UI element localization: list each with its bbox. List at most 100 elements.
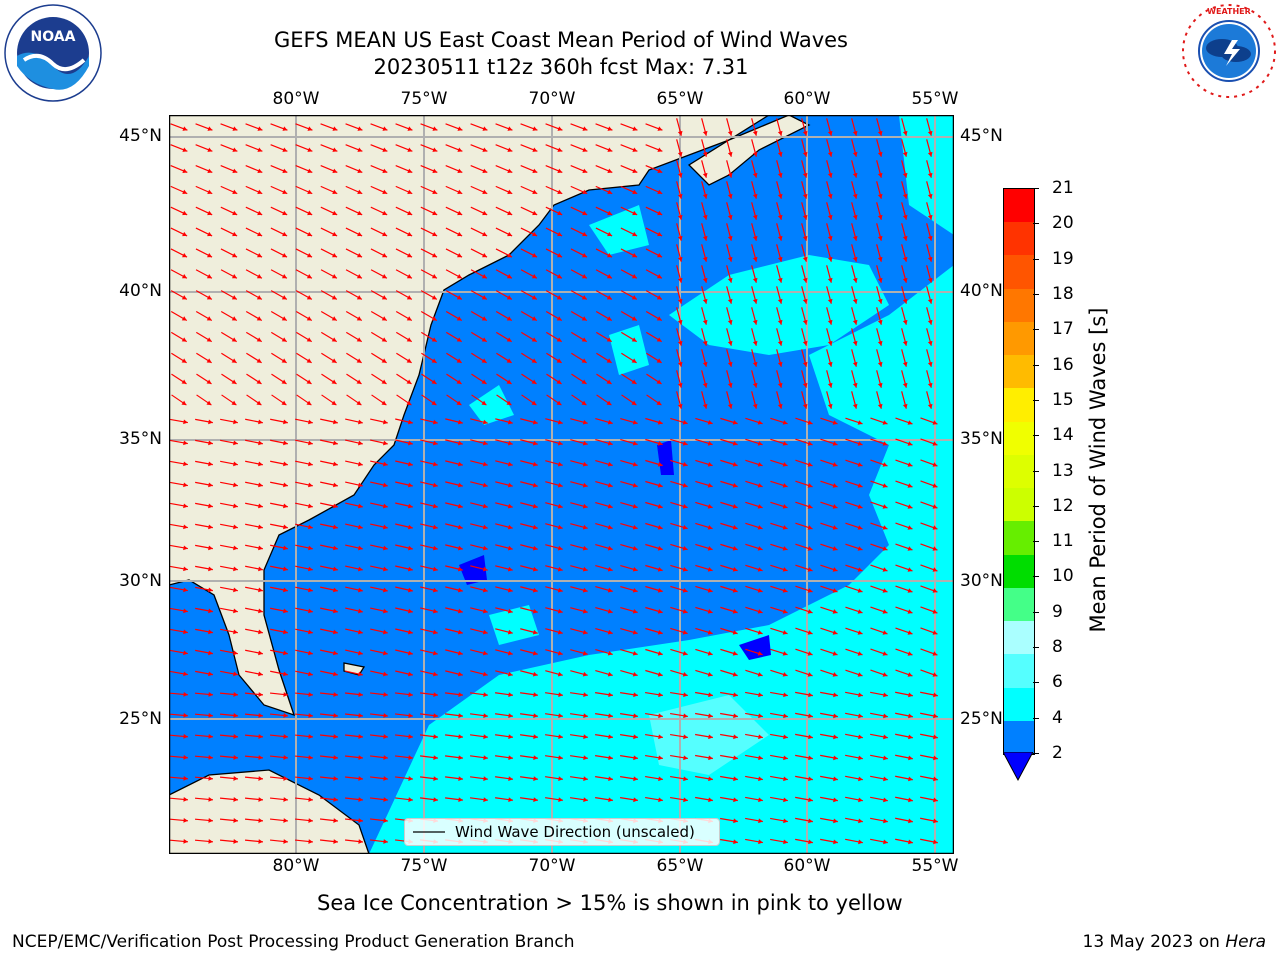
lon-label-top-70w: 70°W xyxy=(528,89,576,109)
wind-wave-arrowhead xyxy=(702,277,708,283)
wind-wave-arrowhead xyxy=(852,403,858,409)
wind-wave-arrowhead xyxy=(882,630,888,635)
wind-wave-arrowhead xyxy=(481,358,487,363)
wind-wave-arrowhead xyxy=(581,295,587,300)
wind-wave-arrowhead xyxy=(482,482,488,488)
wind-wave-arrowhead xyxy=(408,776,413,781)
wind-wave-arrowhead xyxy=(481,316,487,321)
wind-wave-arrowhead xyxy=(482,440,488,446)
colorbar-label: Mean Period of Wind Waves [s] xyxy=(1086,307,1110,633)
wind-wave-arrowhead xyxy=(181,316,187,321)
chart-subtitle: 20230511 t12z 360h fcst Max: 7.31 xyxy=(373,55,749,79)
wind-wave-arrowhead xyxy=(458,776,463,781)
wind-wave-arrowhead xyxy=(833,797,838,803)
wind-wave-arrowhead xyxy=(431,337,437,342)
wind-wave-arrowhead xyxy=(877,298,883,304)
wind-wave-arrowhead xyxy=(908,755,913,761)
wind-wave-arrowhead xyxy=(482,252,488,258)
wind-wave-arrowhead xyxy=(883,818,888,824)
wind-wave-arrowhead xyxy=(732,525,738,530)
wind-wave-arrowhead xyxy=(382,524,388,530)
wind-wave-arrowhead xyxy=(582,503,588,509)
wind-wave-arrowhead xyxy=(607,189,613,195)
wind-wave-arrowhead xyxy=(281,316,287,321)
wind-wave-arrowhead xyxy=(657,482,663,488)
wind-wave-arrowhead xyxy=(727,151,733,157)
wind-wave-arrowhead xyxy=(533,713,538,719)
wind-wave-arrowhead xyxy=(777,340,783,346)
wind-wave-arrowhead xyxy=(833,713,838,719)
wind-wave-arrowhead xyxy=(758,776,763,782)
cuba xyxy=(169,769,370,854)
wind-wave-arrowhead xyxy=(406,295,412,300)
wind-wave-arrowhead xyxy=(306,274,312,279)
map-legend: Wind Wave Direction (unscaled) xyxy=(404,818,720,846)
wind-wave-arrowhead xyxy=(927,193,933,199)
colorbar-segment xyxy=(1004,355,1034,389)
wind-wave-arrowhead xyxy=(333,419,338,425)
wind-wave-arrowhead xyxy=(883,839,888,845)
wind-wave-arrowhead xyxy=(333,839,338,844)
wind-wave-arrowhead xyxy=(382,252,388,258)
wind-wave-arrowhead xyxy=(708,692,713,698)
wind-wave-arrowhead xyxy=(532,419,538,425)
wind-wave-arrowhead xyxy=(632,189,638,195)
wind-wave-arrowhead xyxy=(631,379,637,384)
wind-wave-arrowhead xyxy=(482,126,488,131)
wind-wave-arrowhead xyxy=(333,608,338,614)
wind-wave-arrowhead xyxy=(656,316,662,321)
wind-wave-arrowhead xyxy=(306,379,312,384)
wind-wave-arrowhead xyxy=(208,566,213,572)
wind-wave-arrowhead xyxy=(733,692,738,698)
wind-wave-arrowhead xyxy=(907,609,913,614)
wind-wave-arrowhead xyxy=(852,151,858,157)
wind-wave-arrowhead xyxy=(582,126,588,131)
wind-wave-arrowhead xyxy=(308,797,313,802)
wind-wave-arrowhead xyxy=(356,379,362,384)
wind-wave-arrowhead xyxy=(432,650,438,656)
wind-wave-arrowhead xyxy=(758,755,763,761)
wind-wave-arrowhead xyxy=(308,566,313,572)
wind-wave-arrowhead xyxy=(208,839,213,844)
colorbar-tick-label: 14 xyxy=(1052,425,1074,446)
wind-wave-arrowhead xyxy=(308,692,313,697)
wind-wave-arrowhead xyxy=(633,797,638,803)
wind-wave-arrowhead xyxy=(457,189,463,195)
wind-wave-arrowhead xyxy=(357,524,363,530)
wind-wave-arrowhead xyxy=(432,189,438,195)
wind-wave-arrowhead xyxy=(827,382,833,388)
wind-wave-arrowhead xyxy=(383,692,388,697)
wind-wave-arrowhead xyxy=(258,839,263,844)
wind-wave-arrowhead xyxy=(733,839,738,845)
wind-wave-arrowhead xyxy=(508,692,513,698)
wind-wave-arrowhead xyxy=(358,734,363,739)
wind-wave-arrowhead xyxy=(407,461,413,467)
wind-wave-arrowhead xyxy=(406,400,412,406)
wind-wave-arrowhead xyxy=(682,609,688,614)
wind-wave-arrowhead xyxy=(908,776,913,782)
wind-wave-arrowhead xyxy=(677,214,683,220)
wind-wave-arrowhead xyxy=(233,797,238,802)
wind-wave-arrowhead xyxy=(282,252,288,258)
wind-wave-arrowhead xyxy=(933,818,938,824)
wind-wave-arrowhead xyxy=(331,358,337,363)
wind-wave-arrowhead xyxy=(827,235,833,241)
wind-wave-arrowhead xyxy=(883,776,888,782)
wind-wave-arrowhead xyxy=(232,231,238,237)
wind-wave-arrowhead xyxy=(877,193,883,199)
wind-wave-arrowhead xyxy=(333,692,338,697)
wind-wave-arrowhead xyxy=(408,692,413,697)
wind-wave-arrowhead xyxy=(206,358,212,363)
wind-wave-arrowhead xyxy=(632,126,638,131)
wind-wave-arrowhead xyxy=(782,567,788,572)
wind-wave-arrowhead xyxy=(433,755,438,760)
wind-wave-arrowhead xyxy=(258,692,263,697)
wind-wave-arrowhead xyxy=(732,441,738,446)
wind-wave-arrowhead xyxy=(932,546,938,551)
wind-wave-arrowhead xyxy=(782,504,788,509)
wind-wave-arrowhead xyxy=(357,503,363,509)
wind-wave-arrowhead xyxy=(758,797,763,803)
wind-wave-arrowhead xyxy=(233,587,238,593)
wind-wave-arrowhead xyxy=(207,189,213,195)
wind-wave-arrowhead xyxy=(832,420,838,425)
